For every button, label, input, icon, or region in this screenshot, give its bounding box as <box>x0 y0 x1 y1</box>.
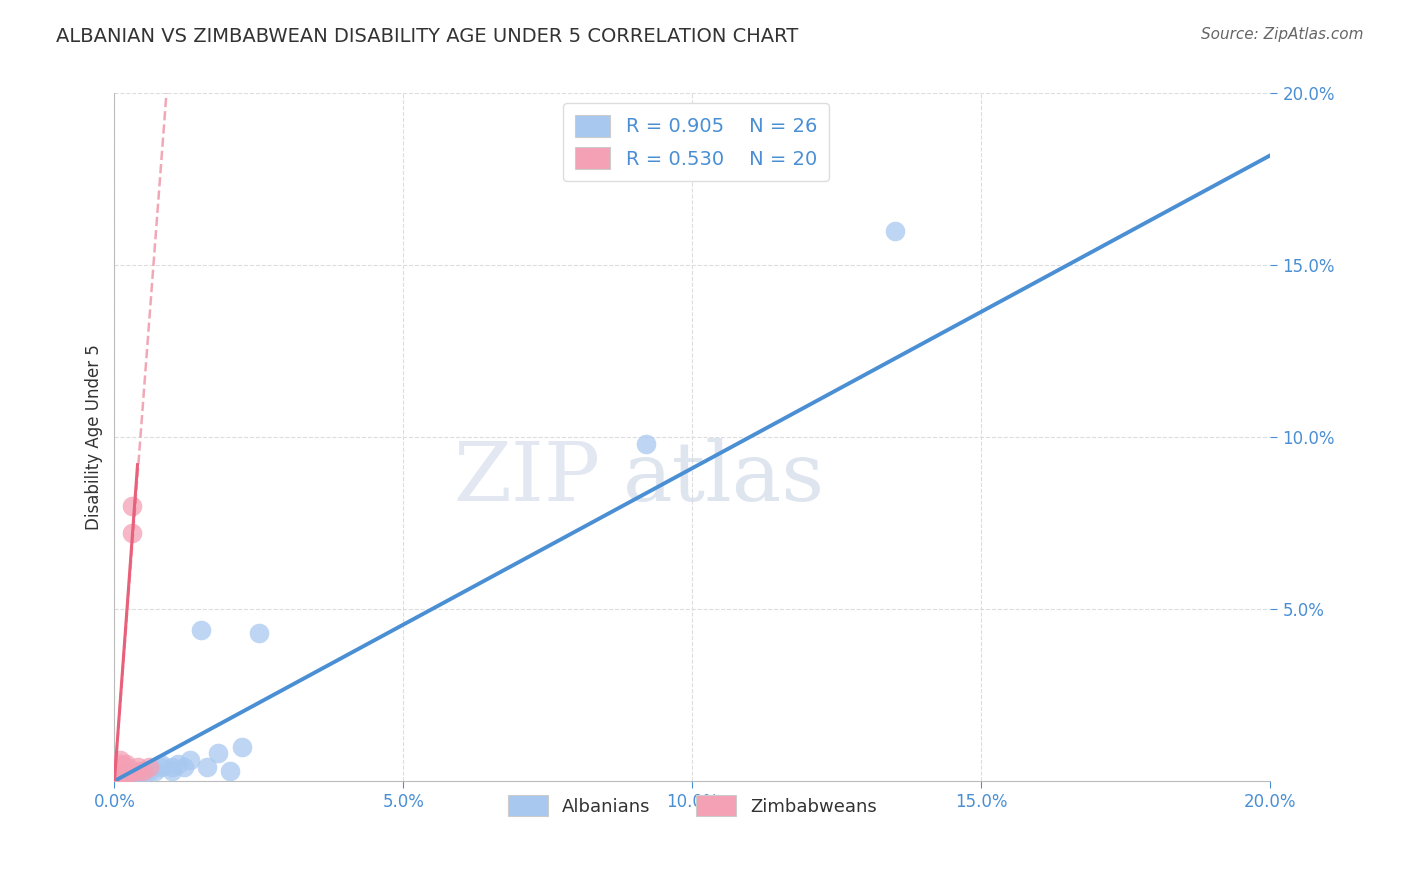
Point <box>173 760 195 774</box>
Point <box>115 760 138 774</box>
Point <box>138 760 160 774</box>
Point <box>132 767 155 781</box>
Point <box>115 767 138 781</box>
Point <box>149 756 172 771</box>
Text: atlas: atlas <box>623 439 825 518</box>
Point <box>127 764 149 778</box>
Point <box>108 767 131 781</box>
Point <box>231 739 253 754</box>
Point <box>636 437 658 451</box>
Point <box>115 771 138 785</box>
Point <box>121 526 143 541</box>
Point <box>143 764 166 778</box>
Point <box>115 756 138 771</box>
Point <box>108 771 131 785</box>
Point <box>127 760 149 774</box>
Point <box>108 767 131 781</box>
Point <box>883 224 905 238</box>
Point <box>179 753 201 767</box>
Point <box>167 756 190 771</box>
Point <box>121 771 143 785</box>
Point <box>121 767 143 781</box>
Point <box>121 764 143 778</box>
Point <box>207 747 229 761</box>
Point <box>108 760 131 774</box>
Point <box>108 771 131 785</box>
Text: ZIP: ZIP <box>453 439 600 518</box>
Point <box>160 764 183 778</box>
Point <box>115 764 138 778</box>
Point <box>132 764 155 778</box>
Point <box>108 753 131 767</box>
Point <box>149 760 172 774</box>
Point <box>160 760 183 774</box>
Point <box>190 623 212 637</box>
Point <box>108 756 131 771</box>
Point <box>108 767 131 781</box>
Point <box>132 764 155 778</box>
Point <box>247 626 270 640</box>
Text: ALBANIAN VS ZIMBABWEAN DISABILITY AGE UNDER 5 CORRELATION CHART: ALBANIAN VS ZIMBABWEAN DISABILITY AGE UN… <box>56 27 799 45</box>
Point <box>121 499 143 513</box>
Point <box>127 767 149 781</box>
Legend: Albanians, Zimbabweans: Albanians, Zimbabweans <box>501 789 884 823</box>
Point <box>138 764 160 778</box>
Text: Source: ZipAtlas.com: Source: ZipAtlas.com <box>1201 27 1364 42</box>
Point <box>108 771 131 785</box>
Point <box>195 760 218 774</box>
Point <box>219 764 242 778</box>
Point <box>115 771 138 785</box>
Point <box>108 764 131 778</box>
Y-axis label: Disability Age Under 5: Disability Age Under 5 <box>86 344 103 530</box>
Point <box>115 767 138 781</box>
